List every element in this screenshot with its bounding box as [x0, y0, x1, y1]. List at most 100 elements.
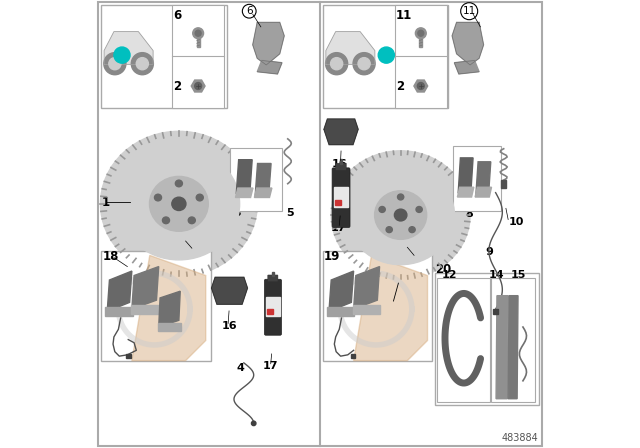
Text: 13: 13 [500, 320, 516, 330]
FancyBboxPatch shape [264, 279, 282, 335]
Text: 4: 4 [236, 363, 244, 373]
Ellipse shape [150, 177, 208, 231]
Polygon shape [257, 60, 282, 74]
Polygon shape [159, 291, 180, 327]
Bar [452, 146, 501, 211]
Text: 3: 3 [234, 208, 241, 218]
FancyBboxPatch shape [332, 168, 350, 228]
Text: 17: 17 [262, 362, 278, 371]
Text: 19: 19 [324, 250, 340, 263]
Bar [323, 251, 433, 361]
Text: 2: 2 [173, 79, 181, 93]
Text: 7: 7 [385, 298, 394, 311]
Bar [335, 200, 341, 205]
Bar [101, 5, 227, 108]
Circle shape [252, 421, 256, 426]
Bar [351, 354, 355, 358]
Bar [396, 5, 447, 108]
Bar [419, 34, 422, 47]
FancyBboxPatch shape [335, 163, 346, 170]
Ellipse shape [154, 194, 161, 201]
Circle shape [136, 58, 148, 70]
Polygon shape [158, 323, 181, 331]
Bar [267, 309, 273, 314]
Polygon shape [454, 60, 479, 74]
Bar [502, 180, 506, 188]
Polygon shape [458, 158, 473, 193]
Ellipse shape [379, 207, 385, 212]
Polygon shape [105, 307, 132, 316]
Circle shape [415, 28, 426, 39]
Circle shape [104, 53, 126, 75]
Ellipse shape [397, 194, 404, 200]
Ellipse shape [409, 227, 415, 233]
Text: 11: 11 [463, 6, 476, 16]
Text: 5: 5 [285, 208, 293, 218]
Polygon shape [255, 164, 271, 196]
Text: 16: 16 [221, 321, 237, 331]
Ellipse shape [163, 217, 170, 224]
Polygon shape [236, 159, 252, 194]
Ellipse shape [374, 191, 427, 239]
Polygon shape [191, 80, 205, 92]
Text: 9: 9 [486, 247, 493, 257]
Circle shape [417, 82, 424, 90]
Text: 1: 1 [101, 196, 109, 209]
Text: 2: 2 [396, 79, 404, 93]
Circle shape [131, 53, 154, 75]
Polygon shape [327, 307, 355, 316]
Polygon shape [324, 119, 358, 145]
Text: 17: 17 [331, 224, 346, 233]
Bar [101, 251, 211, 361]
Ellipse shape [100, 131, 257, 276]
Ellipse shape [332, 151, 470, 279]
Circle shape [109, 58, 121, 70]
Text: 2: 2 [413, 254, 419, 264]
Polygon shape [326, 32, 375, 65]
Bar [493, 309, 498, 314]
Polygon shape [104, 32, 153, 65]
Ellipse shape [416, 207, 422, 212]
Polygon shape [475, 187, 492, 197]
Bar [491, 278, 535, 402]
Ellipse shape [172, 197, 186, 211]
Text: 6: 6 [173, 9, 181, 22]
Text: 20: 20 [436, 263, 452, 276]
Circle shape [114, 47, 130, 63]
Polygon shape [132, 255, 206, 361]
Polygon shape [496, 296, 508, 399]
Text: 15: 15 [510, 270, 525, 280]
Polygon shape [108, 271, 132, 311]
Ellipse shape [394, 209, 407, 221]
Bar [437, 278, 490, 402]
Polygon shape [132, 267, 159, 309]
Ellipse shape [188, 217, 195, 224]
Ellipse shape [175, 180, 182, 187]
Ellipse shape [386, 227, 392, 233]
Text: 11: 11 [396, 9, 412, 22]
Polygon shape [508, 296, 518, 399]
Polygon shape [236, 188, 253, 198]
FancyBboxPatch shape [268, 275, 278, 282]
Polygon shape [353, 305, 380, 314]
Bar [323, 5, 448, 108]
Circle shape [195, 82, 202, 90]
Circle shape [326, 53, 348, 75]
Polygon shape [353, 255, 428, 361]
Ellipse shape [347, 165, 454, 265]
Bar [196, 34, 200, 47]
Bar [266, 297, 280, 316]
Text: 483884: 483884 [502, 433, 539, 443]
Bar [172, 5, 224, 108]
Bar [127, 354, 131, 358]
Polygon shape [131, 305, 159, 314]
Circle shape [358, 58, 370, 70]
Polygon shape [476, 162, 491, 195]
Circle shape [353, 53, 375, 75]
Text: 16: 16 [332, 159, 348, 168]
Polygon shape [212, 277, 248, 304]
Bar [340, 159, 342, 164]
Text: 8: 8 [465, 209, 473, 219]
Bar [334, 186, 348, 207]
Polygon shape [254, 188, 272, 198]
